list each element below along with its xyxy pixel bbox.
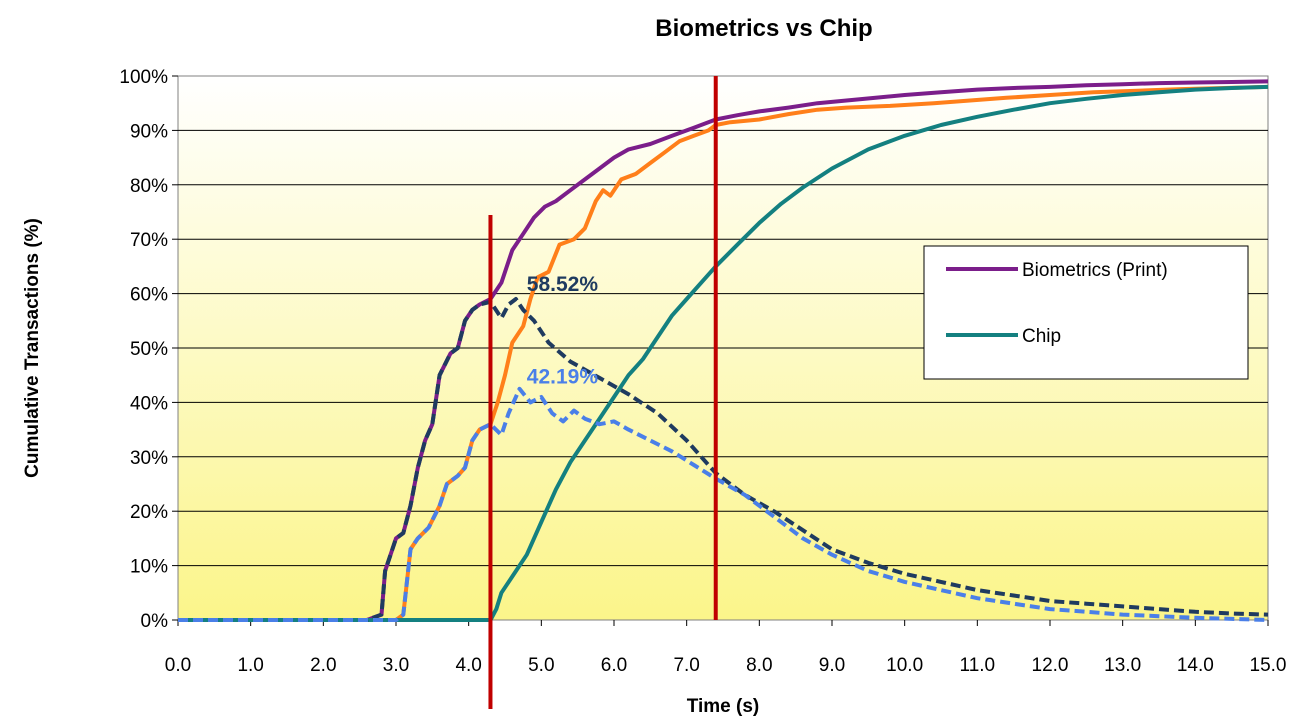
x-tick-label: 14.0 <box>1177 655 1214 676</box>
y-tick-label: 20% <box>130 502 168 523</box>
x-tick-label: 5.0 <box>528 655 554 676</box>
x-axis-title: Time (s) <box>687 696 760 717</box>
x-tick-label: 0.0 <box>165 655 191 676</box>
x-tick-label: 10.0 <box>886 655 923 676</box>
series-line-3 <box>178 297 1269 622</box>
x-tick-label: 11.0 <box>960 655 996 676</box>
x-tick-label: 3.0 <box>383 655 409 676</box>
x-tick-label: 15.0 <box>1250 655 1287 676</box>
annotation-label: 58.52% <box>527 273 599 296</box>
y-tick-label: 40% <box>130 393 168 414</box>
y-axis-title: Cumulative Transactions (%) <box>22 218 43 478</box>
vertical-markers <box>488 76 718 709</box>
x-tick-label: 8.0 <box>746 655 772 676</box>
annotation-label: 42.19% <box>527 365 599 388</box>
y-tick-label: 70% <box>130 230 168 251</box>
y-tick-label: 80% <box>130 176 168 197</box>
legend: Biometrics (Print) Chip <box>923 245 1249 380</box>
x-tick-label: 13.0 <box>1104 655 1141 676</box>
annotations: 58.52% 42.19% <box>527 273 599 388</box>
series-line-4 <box>178 386 1269 622</box>
chart-title: Biometrics vs Chip <box>655 15 872 42</box>
legend-label-chip: Chip <box>1022 326 1061 347</box>
x-tick-label: 12.0 <box>1032 655 1069 676</box>
y-axis-ticks: 0% 10% 20% 30% 40% 50% 60% 70% 80% 90% 100% <box>119 67 178 632</box>
x-tick-label: 4.0 <box>455 655 481 676</box>
x-tick-label: 2.0 <box>310 655 336 676</box>
y-tick-label: 60% <box>130 285 168 306</box>
x-tick-label: 1.0 <box>237 655 263 676</box>
x-axis-ticks: 0.0 1.0 2.0 3.0 4.0 5.0 6.0 7.0 8.0 9.0 10.0 11.0 12… <box>165 620 1287 676</box>
y-tick-label: 90% <box>130 121 168 142</box>
y-tick-label: 100% <box>119 67 168 88</box>
series-lines <box>178 79 1269 622</box>
series-line-2 <box>178 84 1269 622</box>
y-tick-label: 0% <box>141 611 169 632</box>
y-tick-label: 30% <box>130 448 168 469</box>
series-line-0 <box>178 79 1269 622</box>
y-tick-label: 10% <box>130 557 168 578</box>
y-tick-label: 50% <box>130 339 168 360</box>
x-tick-label: 7.0 <box>673 655 699 676</box>
x-tick-label: 6.0 <box>601 655 627 676</box>
legend-label-biometrics: Biometrics (Print) <box>1022 260 1168 281</box>
x-tick-label: 9.0 <box>819 655 845 676</box>
